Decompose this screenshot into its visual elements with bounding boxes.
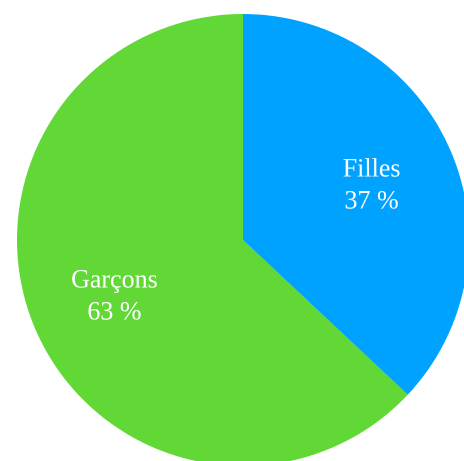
pie-labels: Filles 37 % Garçons 63 % bbox=[71, 153, 400, 325]
pie-slice-garcons bbox=[17, 14, 408, 461]
pie-slices bbox=[17, 14, 464, 461]
slice-label-garcons: Garçons bbox=[71, 265, 158, 294]
slice-value-filles: 37 % bbox=[345, 185, 399, 214]
slice-label-filles: Filles bbox=[343, 153, 401, 182]
slice-value-garcons: 63 % bbox=[87, 297, 141, 326]
pie-slice-filles bbox=[243, 14, 464, 395]
